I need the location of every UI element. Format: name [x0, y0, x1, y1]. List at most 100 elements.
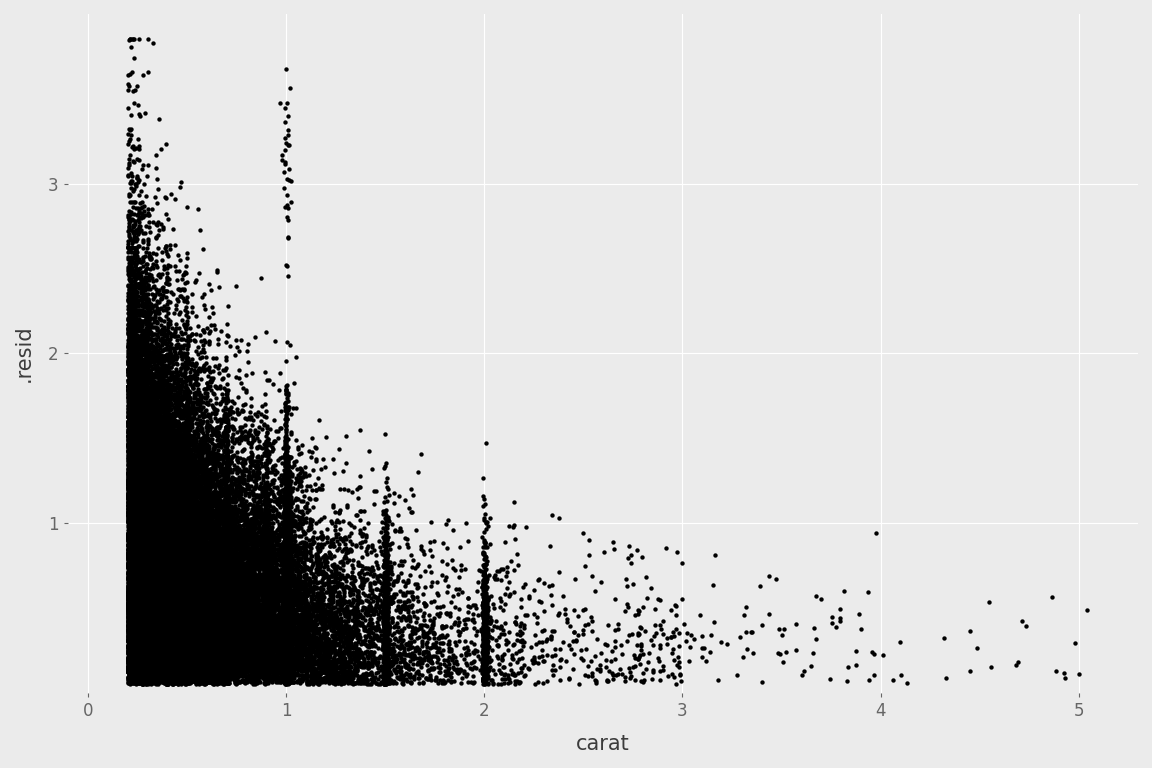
- Point: [127, 637, 145, 650]
- Point: [257, 631, 275, 644]
- Point: [121, 448, 139, 460]
- Point: [158, 604, 176, 616]
- Point: [150, 531, 168, 543]
- Point: [233, 570, 251, 582]
- Point: [127, 591, 145, 603]
- Point: [217, 407, 235, 419]
- Point: [173, 515, 191, 528]
- Point: [280, 650, 298, 663]
- Point: [306, 657, 325, 669]
- Point: [280, 611, 298, 623]
- Point: [219, 624, 237, 637]
- Point: [175, 650, 194, 663]
- Point: [233, 631, 251, 643]
- Point: [159, 583, 177, 595]
- Point: [132, 563, 151, 575]
- Point: [149, 484, 167, 496]
- Point: [138, 466, 157, 478]
- Point: [164, 392, 182, 404]
- Point: [138, 571, 157, 583]
- Point: [127, 588, 145, 600]
- Point: [127, 518, 145, 531]
- Point: [301, 631, 319, 644]
- Point: [174, 441, 192, 453]
- Point: [276, 584, 295, 597]
- Point: [183, 532, 202, 545]
- Point: [172, 644, 190, 656]
- Point: [143, 619, 161, 631]
- Point: [156, 542, 174, 554]
- Point: [200, 571, 219, 583]
- Point: [128, 546, 146, 558]
- Point: [278, 614, 296, 626]
- Point: [251, 534, 270, 546]
- Point: [168, 556, 187, 568]
- Point: [156, 575, 174, 588]
- Point: [227, 631, 245, 643]
- Point: [236, 504, 255, 516]
- Point: [145, 548, 164, 561]
- Point: [286, 649, 304, 661]
- Point: [189, 657, 207, 670]
- Point: [141, 614, 159, 626]
- Point: [147, 559, 166, 571]
- Point: [184, 646, 203, 658]
- Point: [152, 593, 170, 605]
- Point: [279, 675, 297, 687]
- Point: [182, 548, 200, 561]
- Point: [166, 564, 184, 576]
- Point: [278, 655, 296, 667]
- Point: [164, 535, 182, 548]
- Point: [278, 625, 296, 637]
- Point: [278, 475, 296, 487]
- Point: [280, 628, 298, 641]
- Point: [120, 557, 138, 569]
- Point: [214, 520, 233, 532]
- Point: [137, 594, 156, 606]
- Point: [187, 511, 205, 524]
- Point: [242, 457, 260, 469]
- Point: [177, 318, 196, 330]
- Point: [378, 551, 396, 563]
- Point: [203, 455, 221, 467]
- Point: [177, 639, 196, 651]
- Point: [323, 669, 341, 681]
- Point: [272, 541, 290, 553]
- Point: [280, 621, 298, 633]
- Point: [243, 629, 262, 641]
- Point: [228, 466, 247, 478]
- Point: [121, 489, 139, 502]
- Point: [174, 523, 192, 535]
- Point: [196, 459, 214, 472]
- Point: [131, 618, 150, 631]
- Point: [276, 593, 295, 605]
- Point: [152, 548, 170, 561]
- Point: [227, 371, 245, 383]
- Point: [135, 365, 153, 377]
- Point: [169, 530, 188, 542]
- Point: [243, 546, 262, 558]
- Point: [205, 486, 223, 498]
- Point: [127, 443, 145, 455]
- Point: [276, 657, 295, 669]
- Point: [448, 588, 467, 600]
- Point: [249, 587, 267, 599]
- Point: [268, 614, 287, 626]
- Point: [275, 566, 294, 578]
- Point: [130, 307, 149, 319]
- Point: [157, 384, 175, 396]
- Point: [237, 608, 256, 621]
- Point: [473, 546, 492, 558]
- Point: [219, 435, 237, 447]
- Point: [334, 631, 353, 644]
- Point: [122, 580, 141, 592]
- Point: [174, 636, 192, 648]
- Point: [206, 614, 225, 627]
- Point: [214, 495, 233, 507]
- Point: [221, 650, 240, 663]
- Point: [188, 388, 206, 400]
- Point: [275, 627, 294, 640]
- Point: [150, 614, 168, 627]
- Point: [142, 487, 160, 499]
- Point: [130, 619, 149, 631]
